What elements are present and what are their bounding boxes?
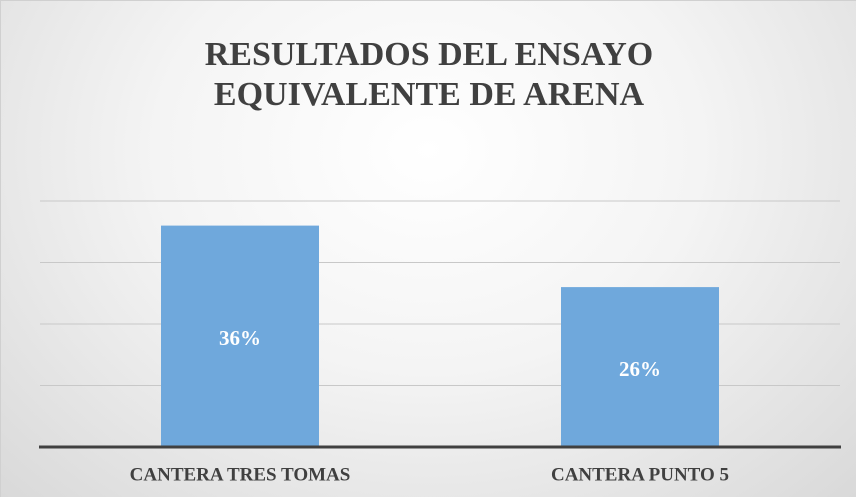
x-tick-label: CANTERA TRES TOMAS [130, 464, 351, 485]
data-label: 36% [219, 326, 261, 350]
x-tick-label: CANTERA PUNTO 5 [551, 464, 729, 485]
chart-title: RESULTADOS DEL ENSAYO EQUIVALENTE DE ARE… [204, 36, 654, 113]
bar [561, 287, 719, 447]
data-label: 26% [619, 357, 661, 381]
bar [161, 225, 319, 447]
